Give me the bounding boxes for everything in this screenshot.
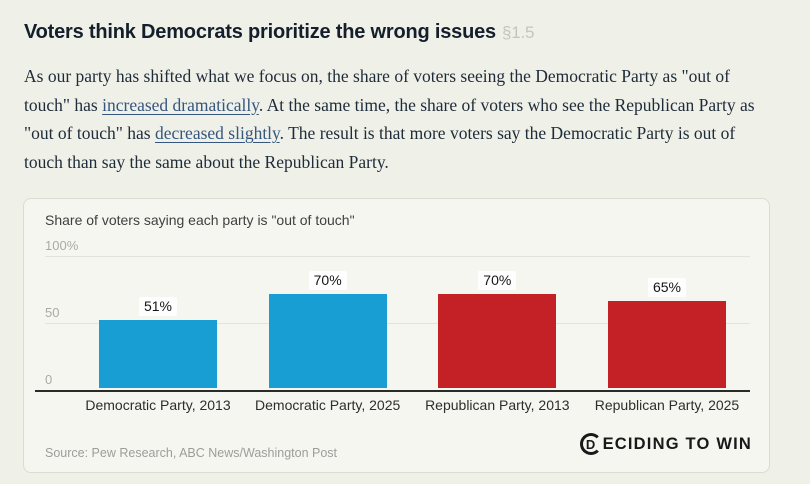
- section-anchor-link[interactable]: §1.5: [501, 23, 535, 42]
- bar-value-label: 70%: [478, 271, 517, 291]
- gridline: [45, 323, 750, 324]
- link-decreased-slightly[interactable]: decreased slightly: [154, 123, 280, 143]
- bar: 51% Democratic Party, 2013: [85, 296, 231, 413]
- gridline: [45, 256, 750, 257]
- page-title: Voters think Democrats prioritize the wr…: [24, 20, 786, 45]
- page-title-text: Voters think Democrats prioritize the wr…: [24, 21, 496, 43]
- intro-text-3: . The result is that more voters say the…: [24, 123, 736, 172]
- intro-text-2: . At the same time, the share of voters …: [24, 94, 755, 144]
- chart-source: Source: Pew Research, ABC News/Washingto…: [45, 446, 338, 460]
- y-axis-tick-label: 50: [45, 305, 60, 320]
- bar-group: 51% Democratic Party, 2013 70% Democratic P…: [85, 271, 739, 413]
- x-axis-category-label: Republican Party, 2013: [425, 397, 570, 413]
- y-axis-tick-label: 0: [45, 372, 53, 387]
- bar-value-label: 65%: [647, 277, 686, 297]
- intro-text-1: As our party has shifted what we focus o…: [24, 66, 730, 115]
- chart-card: Share of voters saying each party is "ou…: [23, 198, 770, 473]
- bar-value-label: 51%: [138, 296, 178, 316]
- link-increased-dramatically[interactable]: increased dramatically: [102, 94, 259, 115]
- deciding-to-win-logo: D ECIDING TO WIN: [579, 433, 752, 455]
- y-axis-tick-label: 100%: [45, 238, 79, 253]
- bar: 70% Democratic Party, 2025: [255, 271, 400, 413]
- bar-value-label: 70%: [308, 271, 347, 291]
- x-axis-category-label: Democratic Party, 2013: [85, 397, 231, 413]
- bar: 70% Republican Party, 2013: [425, 271, 570, 413]
- logo-circle-d-icon: D: [579, 433, 602, 455]
- chart-title: Share of voters saying each party is "ou…: [45, 212, 355, 228]
- logo-wordmark: ECIDING TO WIN: [602, 434, 752, 453]
- plot-area: 100% 50 0: [24, 199, 769, 472]
- x-axis-baseline: [35, 390, 750, 392]
- intro-paragraph: As our party has shifted what we focus o…: [24, 62, 772, 176]
- bar: 65% Republican Party, 2025: [595, 277, 739, 413]
- x-axis-category-label: Republican Party, 2025: [594, 397, 740, 413]
- x-axis-category-label: Democratic Party, 2025: [255, 397, 401, 413]
